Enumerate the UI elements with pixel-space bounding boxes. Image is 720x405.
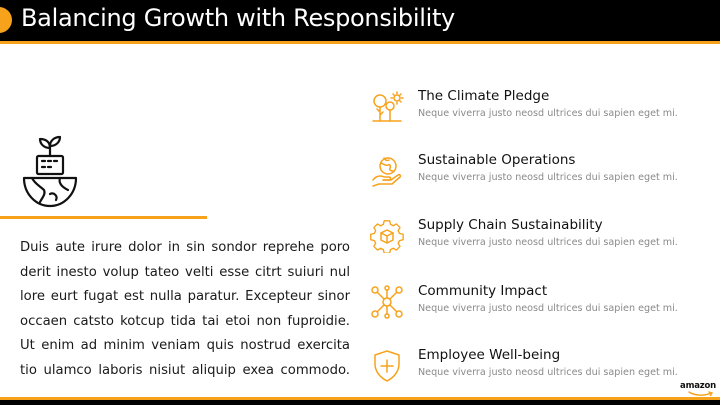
footer-line [0,397,720,400]
item-title: Employee Well-being [418,347,561,363]
item-title: Supply Chain Sustainability [418,217,603,233]
shield-heart-icon [374,350,400,382]
body-line: occaen catsto kotcup tida tai etoi non f… [20,313,350,329]
list-item-community-impact: Community Impact Neque viverra justo neo… [370,283,710,323]
list-item-employee-wellbeing: Employee Well-being Neque viverra justo … [370,347,710,387]
body-line: lore eurt fugat est nulla paratur. Excep… [20,289,350,305]
section-divider [0,216,207,219]
list-item-supply-chain: Supply Chain Sustainability Neque viverr… [370,217,710,257]
footer-bar [0,400,720,405]
item-description: Neque viverra justo neosd ultrices dui s… [418,367,678,378]
item-description: Neque viverra justo neosd ultrices dui s… [418,172,678,183]
item-title: The Climate Pledge [418,88,550,104]
tree-sun-icon [372,91,404,122]
body-line: derit inesto volup tateo velti esse citr… [20,264,350,280]
item-description: Neque viverra justo neosd ultrices dui s… [418,237,678,248]
amazon-logo: amazon [680,381,716,391]
item-title: Sustainable Operations [418,152,576,168]
hand-globe-icon [372,157,402,187]
list-item-climate-pledge: The Climate Pledge Neque viverra justo n… [370,88,710,128]
logo-smile-icon [688,391,714,397]
item-description: Neque viverra justo neosd ultrices dui s… [418,303,678,314]
item-title: Community Impact [418,283,548,299]
body-line: tio ulamco laboris nisiut aliquip exea c… [20,362,350,378]
body-line: Ut enim ad minim veniam quis nostrud exe… [20,338,350,354]
header-bar: Balancing Growth with Responsibility [0,0,720,41]
body-line: Duis aute irure dolor in sin sondor repr… [20,240,350,255]
header-underline [0,41,720,44]
network-people-icon [371,285,403,319]
list-item-sustainable-operations: Sustainable Operations Neque viverra jus… [370,152,710,192]
gear-box-icon [370,220,404,253]
body-paragraph: Duis aute irure dolor in sin sondor repr… [20,236,350,384]
plant-globe-icon [22,135,78,208]
item-description: Neque viverra justo neosd ultrices dui s… [418,108,678,119]
header-accent-circle [0,7,12,33]
page-title: Balancing Growth with Responsibility [21,4,455,32]
